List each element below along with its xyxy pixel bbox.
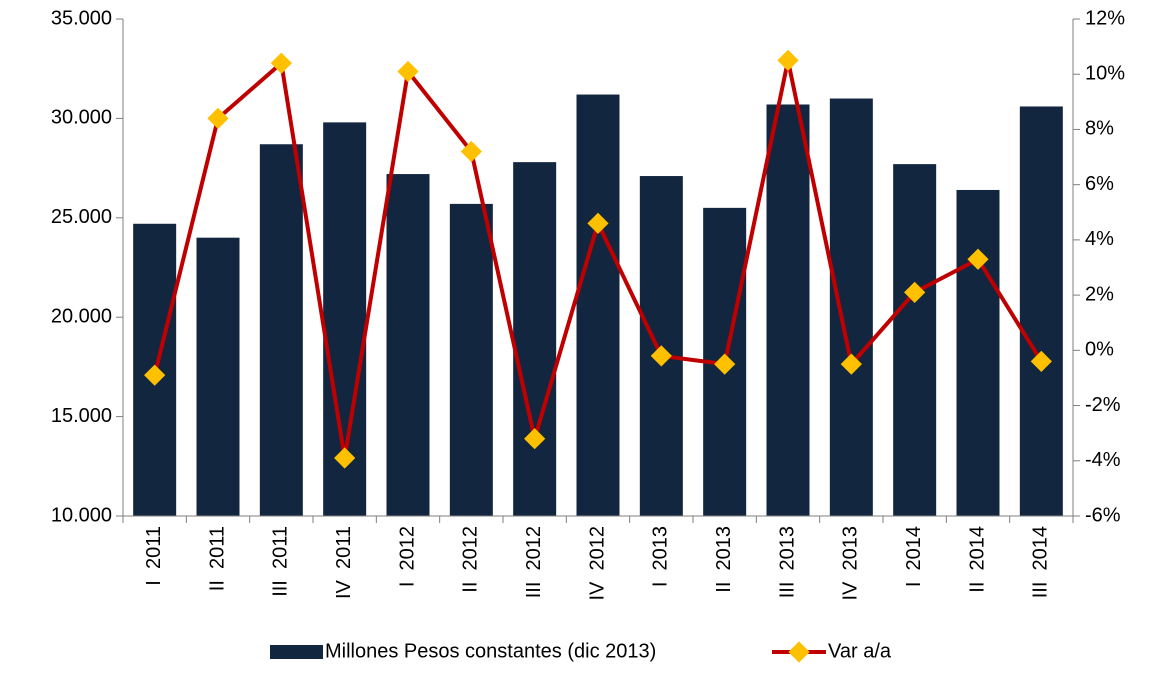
x-tick-label: IV 2013 bbox=[840, 526, 862, 601]
y-tick-label: 20.000 bbox=[51, 305, 112, 327]
marker bbox=[587, 212, 609, 234]
marker bbox=[524, 428, 546, 450]
x-tick-label: III 2012 bbox=[523, 526, 545, 598]
y-tick-label: 25.000 bbox=[51, 206, 112, 228]
bar bbox=[576, 94, 620, 516]
x-tick-label: II 2011 bbox=[206, 526, 228, 591]
y2-tick-label: 8% bbox=[1085, 118, 1114, 140]
legend-marker bbox=[788, 641, 810, 663]
x-tick-label: III 2014 bbox=[1030, 526, 1052, 598]
x-tick-label: I 2014 bbox=[903, 526, 925, 587]
x-tick-label: III 2013 bbox=[776, 526, 798, 598]
marker bbox=[714, 353, 736, 375]
y2-tick-label: 6% bbox=[1085, 173, 1114, 195]
y2-tick-label: 4% bbox=[1085, 228, 1114, 250]
y2-tick-label: 0% bbox=[1085, 339, 1114, 361]
bar bbox=[956, 189, 1000, 516]
y2-tick-label: 2% bbox=[1085, 283, 1114, 305]
x-tick-label: III 2011 bbox=[270, 526, 292, 597]
marker bbox=[207, 107, 229, 130]
marker bbox=[967, 248, 989, 270]
y2-tick-label: -2% bbox=[1085, 394, 1121, 416]
bar bbox=[829, 98, 873, 517]
x-tick-label: I 2012 bbox=[396, 526, 418, 587]
y2-tick-label: 10% bbox=[1085, 63, 1125, 85]
marker bbox=[840, 353, 862, 375]
bar bbox=[196, 237, 240, 516]
legend-label: Var a/a bbox=[828, 640, 892, 662]
bar bbox=[893, 164, 937, 516]
bar bbox=[513, 162, 557, 517]
y2-tick-label: -4% bbox=[1085, 449, 1121, 471]
y-tick-label: 10.000 bbox=[51, 504, 112, 526]
y-tick-label: 15.000 bbox=[51, 405, 112, 427]
y2-tick-label: -6% bbox=[1085, 504, 1121, 526]
x-tick-label: II 2013 bbox=[713, 526, 735, 593]
marker bbox=[777, 49, 799, 72]
y2-tick-label: 12% bbox=[1085, 7, 1125, 29]
legend-label: Millones Pesos constantes (dic 2013) bbox=[325, 640, 656, 662]
y-tick-label: 35.000 bbox=[51, 7, 112, 29]
x-tick-label: I 2011 bbox=[143, 526, 165, 586]
bar bbox=[1019, 106, 1063, 517]
x-tick-label: I 2013 bbox=[650, 526, 672, 587]
x-tick-label: II 2014 bbox=[966, 526, 988, 593]
bar bbox=[449, 203, 493, 516]
bar bbox=[259, 144, 303, 516]
bar bbox=[386, 174, 430, 516]
y-tick-label: 30.000 bbox=[51, 107, 112, 129]
bar bbox=[766, 104, 810, 516]
x-tick-label: II 2012 bbox=[460, 526, 482, 593]
x-tick-label: IV 2011 bbox=[333, 526, 355, 599]
x-tick-label: IV 2012 bbox=[586, 526, 608, 601]
legend-swatch bbox=[270, 645, 323, 659]
marker bbox=[904, 281, 926, 303]
marker bbox=[650, 345, 672, 367]
